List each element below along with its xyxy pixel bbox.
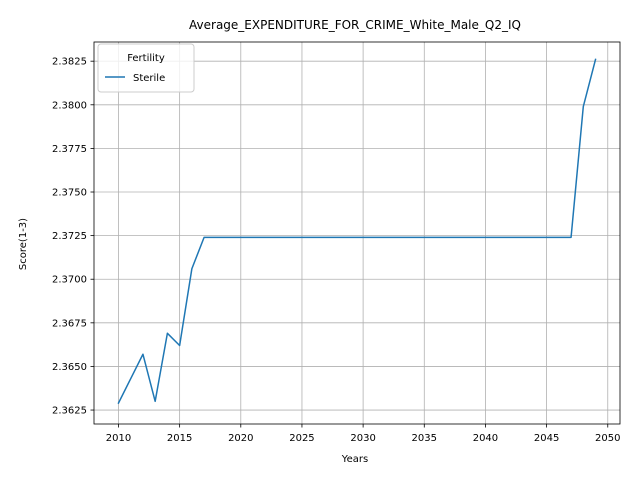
- series-layer: [117, 58, 597, 405]
- legend-title: Fertility: [127, 53, 165, 64]
- x-tick-label: 2025: [289, 433, 314, 444]
- x-tick-label: 2010: [106, 433, 131, 444]
- legend-label-sterile: Sterile: [133, 73, 165, 84]
- x-tick-label: 2030: [350, 433, 375, 444]
- y-tick-label: 2.3625: [52, 406, 87, 417]
- series-line-sterile: [117, 58, 597, 405]
- y-tick-label: 2.3775: [52, 144, 87, 155]
- x-tick-label: 2015: [167, 433, 192, 444]
- x-axis-ticks: 2010 2015 2020 2025 2030 2035 2040 2045 2050: [106, 424, 620, 444]
- y-tick-label: 2.3675: [52, 318, 87, 329]
- x-tick-label: 2035: [412, 433, 437, 444]
- chart-title: Average_EXPENDITURE_FOR_CRIME_White_Male…: [189, 18, 521, 32]
- y-tick-label: 2.3725: [52, 231, 87, 242]
- plot-frame: [93, 41, 621, 425]
- y-tick-label: 2.3650: [52, 362, 87, 373]
- legend-box: [97, 43, 195, 93]
- y-tick-label: 2.3825: [52, 57, 87, 68]
- grid: [94, 42, 620, 424]
- legend: Fertility Sterile: [97, 43, 195, 93]
- x-axis-label: Years: [341, 454, 368, 465]
- x-tick-label: 2045: [534, 433, 559, 444]
- y-axis-ticks: 2.3625 2.3650 2.3675 2.3700 2.3725 2.3750 2.37…: [52, 57, 94, 417]
- x-tick-label: 2040: [473, 433, 498, 444]
- y-tick-label: 2.3700: [52, 275, 87, 286]
- y-tick-label: 2.3800: [52, 100, 87, 111]
- x-tick-label: 2050: [595, 433, 620, 444]
- x-tick-label: 2020: [228, 433, 253, 444]
- y-axis-label: Score(1-3): [18, 218, 29, 270]
- y-tick-label: 2.3750: [52, 188, 87, 199]
